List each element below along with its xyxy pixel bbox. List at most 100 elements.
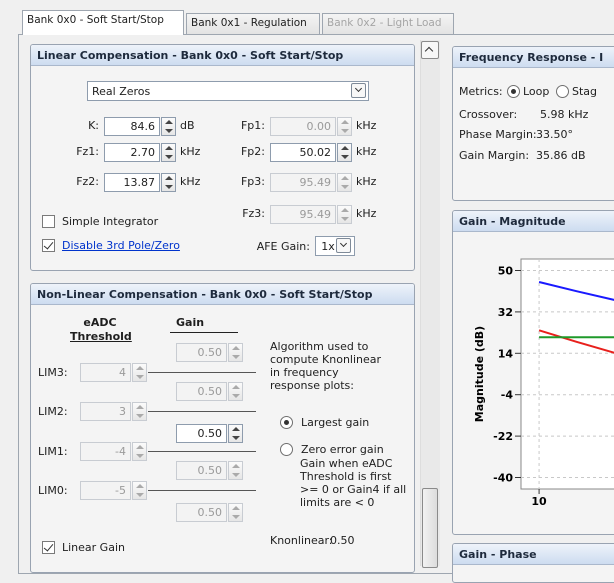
field-label: Fp1: xyxy=(240,119,265,132)
y-tick-label: 14 xyxy=(498,347,514,360)
spinner xyxy=(228,382,243,401)
link[interactable]: Disable 3rd Pole/Zero xyxy=(62,239,180,252)
spinner xyxy=(228,503,243,522)
spinner[interactable] xyxy=(161,173,176,192)
radio[interactable] xyxy=(280,416,293,429)
text-input[interactable]: 0.50 xyxy=(176,424,227,443)
checkbox-label[interactable]: Simple Integrator xyxy=(62,215,159,228)
spinner[interactable] xyxy=(161,117,176,136)
dropdown-arrow[interactable] xyxy=(336,238,351,253)
y-tick-label: 50 xyxy=(498,265,514,278)
text-input[interactable]: 84.6 xyxy=(104,117,160,136)
spinner xyxy=(132,363,147,382)
text-input[interactable]: 2.70 xyxy=(104,143,160,162)
divider xyxy=(148,490,256,491)
magnitude-panel: Gain - Magnitude 50 32 14 -4 -22 -40 10 Magnitu… xyxy=(452,210,614,535)
text-input: 0.50 xyxy=(176,343,227,362)
spinner xyxy=(228,461,243,480)
field-label: K: xyxy=(88,119,99,132)
field-value: 0.50 xyxy=(330,534,355,547)
limit-label: LIM1: xyxy=(38,445,68,458)
panel-title: Linear Compensation - Bank 0x0 - Soft St… xyxy=(31,45,414,66)
panel-title: Gain - Magnitude xyxy=(453,211,614,232)
unit-label: kHz xyxy=(356,145,377,158)
tab[interactable]: Bank 0x1 - Regulation xyxy=(186,13,320,34)
field-label: Metrics: xyxy=(459,85,503,98)
checkbox[interactable] xyxy=(42,541,55,554)
y-tick-label: -4 xyxy=(501,389,514,402)
divider xyxy=(148,451,256,452)
y-tick-label: -22 xyxy=(493,430,513,443)
divider xyxy=(148,411,256,412)
y-tick-label: -40 xyxy=(493,472,513,485)
limit-label: LIM2: xyxy=(38,405,68,418)
checkbox[interactable] xyxy=(42,215,55,228)
field-value: 35.86 dB xyxy=(536,149,586,162)
field-value: 33.50° xyxy=(536,128,573,141)
y-axis-label: Magnitude (dB) xyxy=(473,326,486,422)
panel-title: Frequency Response - I xyxy=(453,47,614,68)
spinner xyxy=(132,402,147,421)
field-label: AFE Gain: xyxy=(256,240,310,253)
unit-label: kHz xyxy=(356,175,377,188)
text-input: -4 xyxy=(80,442,131,461)
spinner xyxy=(337,205,352,224)
field-label: Fp3: xyxy=(240,175,265,188)
radio-label[interactable]: Largest gain xyxy=(301,416,370,429)
spinner xyxy=(337,173,352,192)
checkbox-label[interactable]: Linear Gain xyxy=(62,541,125,554)
radio[interactable] xyxy=(507,85,520,98)
spinner xyxy=(228,343,243,362)
spinner xyxy=(132,481,147,500)
field-value: 5.98 kHz xyxy=(540,108,589,121)
spinner[interactable] xyxy=(228,424,243,443)
phase-panel: Gain - Phase xyxy=(452,543,614,583)
unit-label: kHz xyxy=(180,145,201,158)
frequency-panel: Frequency Response - I xyxy=(452,46,614,201)
radio-label[interactable]: Loop xyxy=(523,85,550,98)
spinner[interactable] xyxy=(161,143,176,162)
panel-title: Gain - Phase xyxy=(453,544,614,565)
text-input: 0.50 xyxy=(176,503,227,522)
tab: Bank 0x2 - Light Load xyxy=(322,13,454,34)
description: Gain when eADC Threshold is first >= 0 o… xyxy=(300,457,407,509)
field-label: Fz2: xyxy=(76,175,99,188)
field-label: Fz1: xyxy=(76,145,99,158)
scroll-up[interactable] xyxy=(421,41,439,59)
text-input: -5 xyxy=(80,481,131,500)
unit-label: kHz xyxy=(180,175,201,188)
text-input: 0.00 xyxy=(270,117,336,136)
field-label: Fp2: xyxy=(240,145,265,158)
column-header: Gain xyxy=(176,316,205,329)
unit-label: kHz xyxy=(356,207,377,220)
text-input: 0.50 xyxy=(176,461,227,480)
radio-label[interactable]: Zero error gain xyxy=(301,443,384,456)
radio[interactable] xyxy=(280,443,293,456)
x-tick-label: 10 xyxy=(531,495,547,508)
spinner[interactable] xyxy=(337,143,352,162)
tab[interactable]: Bank 0x0 - Soft Start/Stop xyxy=(22,10,184,35)
field-label: Crossover: xyxy=(459,108,518,121)
column-header: eADC xyxy=(83,316,117,329)
text-input: 95.49 xyxy=(270,173,336,192)
radio-label[interactable]: Stag xyxy=(572,85,598,98)
screen: { "tabs":[ {"label":"Bank 0x0 - Soft Sta… xyxy=(0,0,614,566)
field-label: Gain Margin: xyxy=(459,149,530,162)
scrollbar[interactable] xyxy=(420,40,440,566)
limit-label: LIM3: xyxy=(38,366,68,379)
radio[interactable] xyxy=(556,85,569,98)
scroll-thumb[interactable] xyxy=(422,488,438,568)
unit-label: kHz xyxy=(356,119,377,132)
text-input[interactable]: 50.02 xyxy=(270,143,336,162)
text-input[interactable]: 13.87 xyxy=(104,173,160,192)
limit-label: LIM0: xyxy=(38,484,68,497)
data-line xyxy=(538,329,614,354)
mode-dropdown[interactable]: Real Zeros xyxy=(87,81,369,101)
dropdown-arrow[interactable] xyxy=(351,83,366,98)
description: Algorithm used to compute Knonlinear in … xyxy=(270,340,382,392)
text-input: 3 xyxy=(80,402,131,421)
y-tick-label: 32 xyxy=(498,306,513,319)
checkbox[interactable] xyxy=(42,239,55,252)
panel-title: Non-Linear Compensation - Bank 0x0 - Sof… xyxy=(31,284,414,305)
data-line xyxy=(538,281,614,301)
